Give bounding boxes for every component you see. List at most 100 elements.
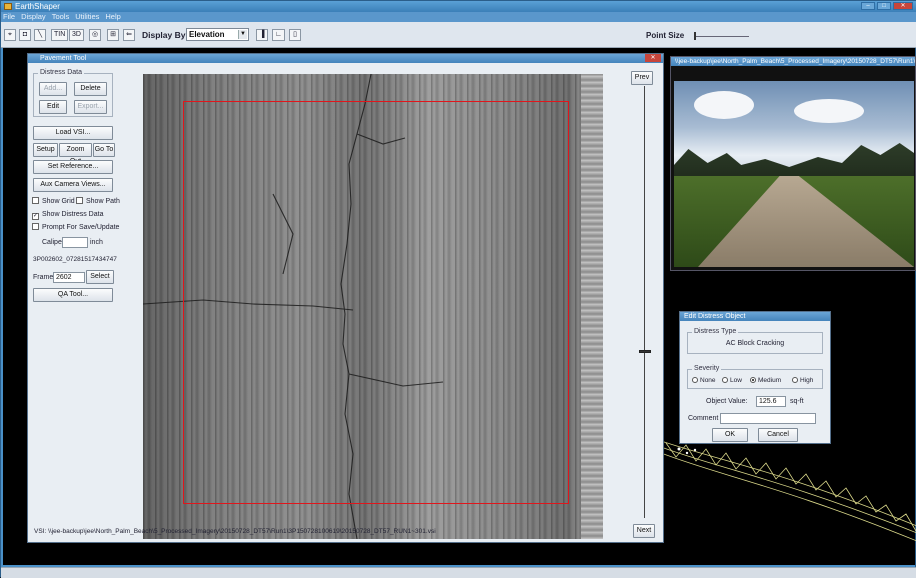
app-title: EarthShaper	[15, 2, 60, 11]
severity-none-radio[interactable]: None	[692, 377, 716, 385]
distress-type-value: AC Block Cracking	[725, 340, 785, 347]
prev-button[interactable]: Prev	[631, 71, 653, 85]
show-grid-label: Show Grid	[42, 198, 75, 205]
severity-high-label: High	[800, 377, 814, 384]
image-id: 3P002602_07281517434747	[33, 256, 117, 263]
minimize-icon[interactable]: –	[861, 2, 875, 10]
menu-help[interactable]: Help	[105, 12, 121, 21]
show-distress-checkbox[interactable]: ✓ Show Distress Data	[32, 210, 103, 220]
menu-file[interactable]: File	[3, 12, 16, 21]
ok-button[interactable]: OK	[712, 428, 748, 442]
show-path-label: Show Path	[86, 198, 120, 205]
zoom-out-button[interactable]: Zoom Out	[59, 143, 92, 165]
cancel-button[interactable]: Cancel	[758, 428, 798, 442]
maximize-icon[interactable]: □	[877, 2, 891, 10]
object-value-unit: sq-ft	[790, 398, 804, 405]
frame-scroll: Prev	[631, 68, 661, 540]
line-tool-icon[interactable]: ╲	[34, 29, 46, 41]
export-button[interactable]: Export...	[74, 100, 107, 114]
severity-group: Severity None Low Medium High	[687, 365, 823, 389]
goto-button[interactable]: Go To	[93, 143, 115, 157]
prompt-save-label: Prompt For Save/Update	[42, 224, 120, 231]
prompt-save-box[interactable]	[32, 223, 39, 230]
display-by-select[interactable]: Elevation ▼	[186, 28, 249, 41]
grid-icon[interactable]: ⊞	[107, 29, 119, 41]
setup-button[interactable]: Setup	[33, 143, 58, 157]
frame-label: Frame	[33, 274, 54, 281]
severity-low-radio[interactable]: Low	[722, 377, 742, 385]
aux-camera-window: \\jee-backup\jee\North_Palm_Beach\5_Proc…	[670, 56, 916, 271]
cloud	[794, 99, 864, 123]
camera-icon[interactable]: ◘	[19, 29, 31, 41]
menu-tools[interactable]: Tools	[51, 12, 70, 21]
camera-title: \\jee-backup\jee\North_Palm_Beach\5_Proc…	[671, 57, 915, 66]
comment-label: Comment	[688, 415, 719, 422]
frame-input[interactable]: 2602	[53, 272, 85, 283]
delete-button[interactable]: Delete	[74, 82, 107, 96]
radio-low[interactable]	[722, 377, 728, 383]
checkmark-icon[interactable]: ✓	[32, 213, 39, 220]
toolbar: ⌖ ◘ ╲ TIN 3D ◎ ⊞ ⇐ Display By Elevation …	[1, 22, 916, 48]
load-vsi-button[interactable]: Load VSI...	[33, 126, 113, 140]
frame-slider-track[interactable]	[644, 86, 645, 518]
next-button[interactable]: Next	[633, 524, 655, 538]
close-icon[interactable]: ✕	[893, 2, 913, 10]
caliper-label: Caliper	[42, 239, 65, 246]
distress-data-group: Distress Data Add... Delete Edit Export.…	[33, 69, 113, 117]
prompt-save-checkbox[interactable]: Prompt For Save/Update	[32, 223, 119, 232]
radio-none[interactable]	[692, 377, 698, 383]
pavement-image[interactable]	[143, 74, 603, 539]
globe-icon[interactable]: ◎	[89, 29, 102, 41]
arrow-icon[interactable]: ⇐	[123, 29, 135, 41]
dialog-title: Edit Distress Object	[680, 312, 830, 321]
menu-display[interactable]: Display	[21, 12, 46, 21]
severity-high-radio[interactable]: High	[792, 377, 813, 385]
qa-tool-button[interactable]: QA Tool...	[33, 288, 113, 302]
slider-thumb[interactable]	[694, 32, 696, 40]
contrast-icon[interactable]: ▐	[256, 29, 268, 41]
show-grid-checkbox[interactable]: Show Grid	[32, 197, 75, 206]
show-path-checkbox[interactable]: Show Path	[76, 197, 120, 206]
camera-image	[674, 81, 914, 267]
panel-icon[interactable]: ▯	[289, 29, 301, 41]
edit-distress-dialog: Edit Distress Object Distress Type AC Bl…	[679, 311, 831, 444]
axis-icon[interactable]: ∟	[272, 29, 285, 41]
edit-button[interactable]: Edit	[39, 100, 67, 114]
pavement-tool-window: Pavement Tool ✕ Distress Data Add... Del…	[27, 53, 664, 543]
caliper-input[interactable]	[62, 237, 88, 248]
set-reference-button[interactable]: Set Reference...	[33, 160, 113, 174]
frame-slider-thumb[interactable]	[639, 350, 651, 353]
severity-medium-radio[interactable]: Medium	[750, 377, 781, 385]
display-by-value: Elevation	[189, 30, 225, 39]
object-value-input[interactable]: 125.6	[756, 396, 786, 407]
3d-button[interactable]: 3D	[69, 29, 84, 41]
tin-button[interactable]: TIN	[51, 29, 69, 41]
menu-utilities[interactable]: Utilities	[75, 12, 100, 21]
show-path-box[interactable]	[76, 197, 83, 204]
title-bar: EarthShaper – □ ✕	[1, 1, 916, 12]
chevron-down-icon: ▼	[238, 30, 247, 39]
add-button[interactable]: Add...	[39, 82, 67, 96]
distress-region-box[interactable]	[183, 101, 569, 504]
distress-data-label: Distress Data	[38, 69, 85, 76]
pavement-tool-titlebar: Pavement Tool ✕	[28, 54, 663, 63]
severity-low-label: Low	[730, 377, 742, 384]
tree-line	[674, 143, 914, 181]
radio-high[interactable]	[792, 377, 798, 383]
point-size-slider[interactable]	[694, 32, 749, 40]
object-value-label: Object Value:	[706, 398, 748, 405]
select-button[interactable]: Select	[86, 270, 114, 284]
distress-type-label: Distress Type	[692, 328, 739, 335]
comment-input[interactable]	[720, 413, 816, 424]
radio-medium[interactable]	[750, 377, 756, 383]
caliper-unit: inch	[90, 239, 103, 246]
point-cloud-mesh	[661, 440, 916, 542]
pavement-tool-title: Pavement Tool	[40, 55, 87, 62]
pavement-edge	[581, 74, 603, 539]
display-by-label: Display By	[142, 30, 186, 40]
aux-camera-button[interactable]: Aux Camera Views...	[33, 178, 113, 192]
show-grid-box[interactable]	[32, 197, 39, 204]
select-tool-icon[interactable]: ⌖	[4, 29, 16, 41]
close-icon[interactable]: ✕	[645, 54, 661, 62]
